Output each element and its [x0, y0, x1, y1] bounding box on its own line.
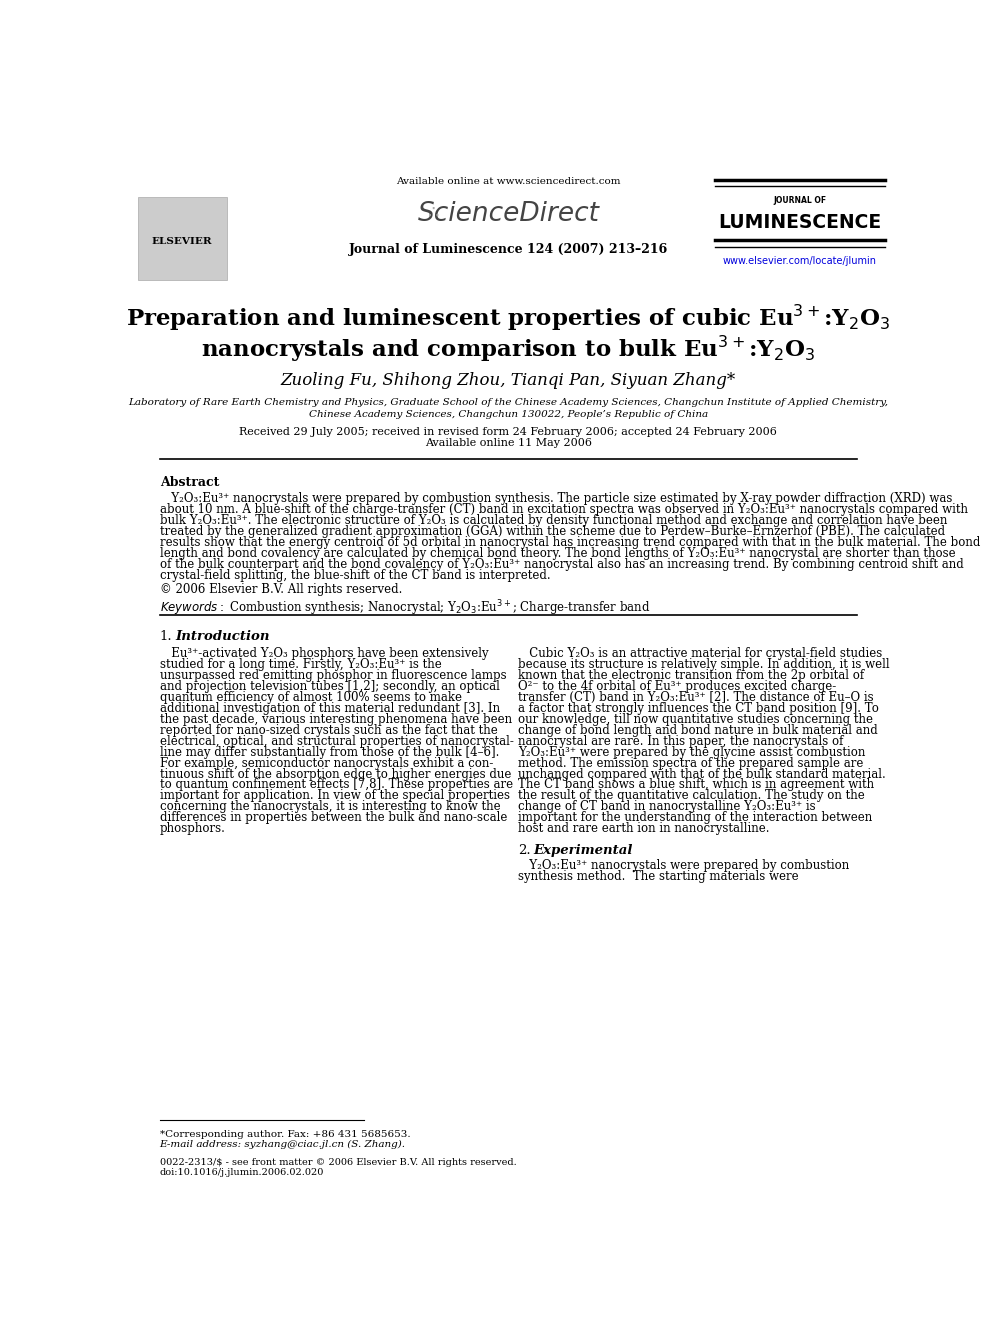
Text: doi:10.1016/j.jlumin.2006.02.020: doi:10.1016/j.jlumin.2006.02.020: [160, 1168, 324, 1177]
Text: Experimental: Experimental: [534, 844, 633, 857]
Text: Preparation and luminescent properties of cubic Eu$^{3+}$:Y$_2$O$_3$: Preparation and luminescent properties o…: [126, 303, 891, 333]
Text: unsurpassed red emitting phosphor in fluorescence lamps: unsurpassed red emitting phosphor in flu…: [160, 669, 506, 683]
Text: Chinese Academy Sciences, Changchun 130022, People’s Republic of China: Chinese Academy Sciences, Changchun 1300…: [309, 410, 708, 419]
Text: O²⁻ to the 4f orbital of Eu³⁺ produces excited charge-: O²⁻ to the 4f orbital of Eu³⁺ produces e…: [518, 680, 836, 693]
Text: length and bond covalency are calculated by chemical bond theory. The bond lengt: length and bond covalency are calculated…: [160, 548, 955, 560]
Text: and projection television tubes [1,2]; secondly, an optical: and projection television tubes [1,2]; s…: [160, 680, 500, 693]
Text: unchanged compared with that of the bulk standard material.: unchanged compared with that of the bulk…: [518, 767, 886, 781]
Text: method. The emission spectra of the prepared sample are: method. The emission spectra of the prep…: [518, 757, 863, 770]
Text: reported for nano-sized crystals such as the fact that the: reported for nano-sized crystals such as…: [160, 724, 497, 737]
Text: Eu³⁺-activated Y₂O₃ phosphors have been extensively: Eu³⁺-activated Y₂O₃ phosphors have been …: [160, 647, 488, 660]
Text: known that the electronic transition from the 2p orbital of: known that the electronic transition fro…: [518, 669, 864, 683]
Text: ScienceDirect: ScienceDirect: [418, 201, 599, 228]
Text: Received 29 July 2005; received in revised form 24 February 2006; accepted 24 Fe: Received 29 July 2005; received in revis…: [239, 427, 778, 437]
Text: to quantum confinement effects [7,8]. These properties are: to quantum confinement effects [7,8]. Th…: [160, 778, 513, 791]
Text: the past decade, various interesting phenomena have been: the past decade, various interesting phe…: [160, 713, 512, 726]
Text: Available online 11 May 2006: Available online 11 May 2006: [425, 438, 592, 448]
Text: concerning the nanocrystals, it is interesting to know the: concerning the nanocrystals, it is inter…: [160, 800, 500, 814]
Text: differences in properties between the bulk and nano-scale: differences in properties between the bu…: [160, 811, 507, 824]
Text: bulk Y₂O₃:Eu³⁺. The electronic structure of Y₂O₃ is calculated by density functi: bulk Y₂O₃:Eu³⁺. The electronic structure…: [160, 515, 947, 527]
Text: change of CT band in nanocrystalline Y₂O₃:Eu³⁺ is: change of CT band in nanocrystalline Y₂O…: [518, 800, 815, 814]
Text: important for the understanding of the interaction between: important for the understanding of the i…: [518, 811, 872, 824]
Text: host and rare earth ion in nanocrystalline.: host and rare earth ion in nanocrystalli…: [518, 822, 769, 835]
Text: our knowledge, till now quantitative studies concerning the: our knowledge, till now quantitative stu…: [518, 713, 873, 726]
Text: ∴: ∴: [429, 204, 439, 222]
Text: treated by the generalized gradient approximation (GGA) within the scheme due to: treated by the generalized gradient appr…: [160, 525, 944, 538]
Text: The CT band shows a blue shift, which is in agreement with: The CT band shows a blue shift, which is…: [518, 778, 874, 791]
Text: studied for a long time. Firstly, Y₂O₃:Eu³⁺ is the: studied for a long time. Firstly, Y₂O₃:E…: [160, 658, 441, 671]
Text: important for application. In view of the special properties: important for application. In view of th…: [160, 790, 510, 802]
Text: because its structure is relatively simple. In addition, it is well: because its structure is relatively simp…: [518, 658, 889, 671]
Text: www.elsevier.com/locate/jlumin: www.elsevier.com/locate/jlumin: [723, 257, 877, 266]
Text: nanocrystals and comparison to bulk Eu$^{3+}$:Y$_2$O$_3$: nanocrystals and comparison to bulk Eu$^…: [201, 333, 815, 364]
Text: Journal of Luminescence 124 (2007) 213–216: Journal of Luminescence 124 (2007) 213–2…: [349, 243, 668, 257]
Text: $\mathit{Keywords:}$ Combustion synthesis; Nanocrystal; Y$_2$O$_3$:Eu$^{3+}$; Ch: $\mathit{Keywords:}$ Combustion synthesi…: [160, 598, 650, 618]
Text: 2.: 2.: [518, 844, 531, 857]
Text: change of bond length and bond nature in bulk material and: change of bond length and bond nature in…: [518, 724, 878, 737]
Text: Zuoling Fu, Shihong Zhou, Tianqi Pan, Siyuan Zhang*: Zuoling Fu, Shihong Zhou, Tianqi Pan, Si…: [281, 372, 736, 389]
Text: Introduction: Introduction: [176, 630, 270, 643]
Text: Cubic Y₂O₃ is an attractive material for crystal-field studies: Cubic Y₂O₃ is an attractive material for…: [518, 647, 882, 660]
Text: additional investigation of this material redundant [3]. In: additional investigation of this materia…: [160, 703, 500, 714]
Text: electrical, optical, and structural properties of nanocrystal-: electrical, optical, and structural prop…: [160, 734, 514, 747]
Text: results show that the energy centroid of 5d orbital in nanocrystal has increasin: results show that the energy centroid of…: [160, 536, 980, 549]
Text: nanocrystal are rare. In this paper, the nanocrystals of: nanocrystal are rare. In this paper, the…: [518, 734, 843, 747]
Text: Available online at www.sciencedirect.com: Available online at www.sciencedirect.co…: [396, 177, 621, 187]
Text: JOURNAL OF: JOURNAL OF: [773, 196, 826, 205]
Text: Abstract: Abstract: [160, 476, 219, 490]
Text: tinuous shift of the absorption edge to higher energies due: tinuous shift of the absorption edge to …: [160, 767, 511, 781]
Text: Laboratory of Rare Earth Chemistry and Physics, Graduate School of the Chinese A: Laboratory of Rare Earth Chemistry and P…: [128, 398, 889, 407]
Text: transfer (CT) band in Y₂O₃:Eu³⁺ [2]. The distance of Eu–O is: transfer (CT) band in Y₂O₃:Eu³⁺ [2]. The…: [518, 691, 873, 704]
Text: Y₂O₃:Eu³⁺ were prepared by the glycine assist combustion: Y₂O₃:Eu³⁺ were prepared by the glycine a…: [518, 746, 865, 758]
FancyBboxPatch shape: [138, 197, 227, 280]
Text: synthesis method.  The starting materials were: synthesis method. The starting materials…: [518, 871, 799, 884]
Text: phosphors.: phosphors.: [160, 822, 225, 835]
Text: crystal-field splitting, the blue-shift of the CT band is interpreted.: crystal-field splitting, the blue-shift …: [160, 569, 551, 582]
Text: Y₂O₃:Eu³⁺ nanocrystals were prepared by combustion synthesis. The particle size : Y₂O₃:Eu³⁺ nanocrystals were prepared by …: [160, 492, 952, 505]
Text: *Corresponding author. Fax: +86 431 5685653.: *Corresponding author. Fax: +86 431 5685…: [160, 1130, 411, 1139]
Text: E-mail address: syzhang@ciac.jl.cn (S. Zhang).: E-mail address: syzhang@ciac.jl.cn (S. Z…: [160, 1139, 406, 1148]
Text: a factor that strongly influences the CT band position [9]. To: a factor that strongly influences the CT…: [518, 703, 879, 714]
Text: quantum efficiency of almost 100% seems to make: quantum efficiency of almost 100% seems …: [160, 691, 461, 704]
Text: the result of the quantitative calculation. The study on the: the result of the quantitative calculati…: [518, 790, 864, 802]
Text: Y₂O₃:Eu³⁺ nanocrystals were prepared by combustion: Y₂O₃:Eu³⁺ nanocrystals were prepared by …: [518, 860, 849, 872]
Text: 0022-2313/$ - see front matter © 2006 Elsevier B.V. All rights reserved.: 0022-2313/$ - see front matter © 2006 El…: [160, 1158, 517, 1167]
Text: For example, semiconductor nanocrystals exhibit a con-: For example, semiconductor nanocrystals …: [160, 757, 493, 770]
Text: LUMINESCENCE: LUMINESCENCE: [718, 213, 881, 232]
Text: of the bulk counterpart and the bond covalency of Y₂O₃:Eu³⁺ nanocrystal also has: of the bulk counterpart and the bond cov…: [160, 558, 963, 572]
Text: line may differ substantially from those of the bulk [4–6].: line may differ substantially from those…: [160, 746, 499, 758]
Text: © 2006 Elsevier B.V. All rights reserved.: © 2006 Elsevier B.V. All rights reserved…: [160, 582, 402, 595]
Text: 1.: 1.: [160, 630, 173, 643]
Text: about 10 nm. A blue-shift of the charge-transfer (CT) band in excitation spectra: about 10 nm. A blue-shift of the charge-…: [160, 503, 967, 516]
Text: ELSEVIER: ELSEVIER: [152, 237, 212, 246]
